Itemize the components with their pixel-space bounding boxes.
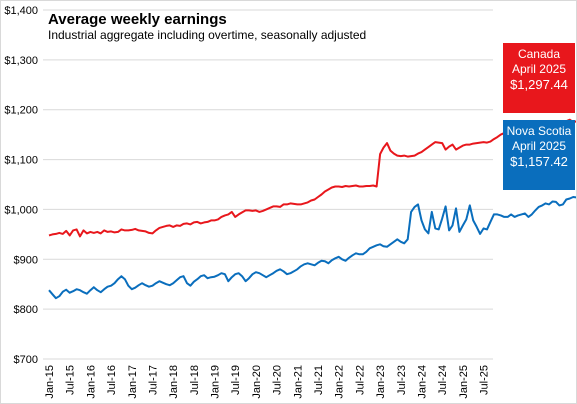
- x-tick-label: Jul-21: [313, 365, 325, 395]
- y-tick-label: $1,300: [4, 55, 38, 67]
- series-line-nova-scotia: [48, 196, 576, 300]
- nova-scotia-callout-name: Nova Scotia: [506, 124, 572, 138]
- x-tick-label: Jul-20: [272, 365, 284, 395]
- chart-title: Average weekly earnings: [48, 11, 227, 28]
- x-tick-label: Jul-19: [230, 365, 242, 395]
- canada-callout-value: $1,297.44: [510, 77, 568, 92]
- x-tick-label: Jul-24: [437, 365, 449, 395]
- canada-callout-date: April 2025: [511, 62, 567, 76]
- y-tick-label: $800: [14, 304, 38, 316]
- series-line-canada: [48, 118, 576, 238]
- x-tick-label: Jul-16: [106, 365, 118, 395]
- nova-scotia-callout: Nova Scotia April 2025 $1,157.42: [503, 120, 575, 190]
- x-tick-label: Jul-17: [147, 365, 159, 395]
- x-tick-label: Jan-19: [210, 365, 222, 399]
- nova-scotia-callout-date: April 2025: [511, 139, 567, 153]
- y-tick-label: $700: [14, 354, 38, 366]
- y-tick-label: $1,000: [4, 204, 38, 216]
- x-tick-label: Jan-22: [334, 365, 346, 399]
- x-tick-label: Jan-25: [458, 365, 470, 399]
- y-tick-label: $1,200: [4, 105, 38, 117]
- x-tick-label: Jan-23: [375, 365, 387, 399]
- x-tick-label: Jul-25: [479, 365, 491, 395]
- x-tick-label: Jan-17: [127, 365, 139, 399]
- x-tick-label: Jul-15: [65, 365, 77, 395]
- canada-callout-name: Canada: [517, 47, 561, 61]
- nova-scotia-callout-value: $1,157.42: [510, 154, 568, 169]
- y-tick-label: $1,400: [4, 5, 38, 17]
- x-tick-label: Jan-24: [416, 365, 428, 399]
- x-tick-label: Jan-15: [44, 365, 56, 399]
- x-axis-ticks: Jan-15 Jul-15 Jan-16 Jul-16 Jan-17 Jul-17 Jan-…: [44, 365, 491, 399]
- x-tick-label: Jan-21: [292, 365, 304, 399]
- x-tick-label: Jul-23: [396, 365, 408, 395]
- canada-callout: Canada April 2025 $1,297.44: [503, 43, 575, 113]
- y-tick-label: $1,100: [4, 155, 38, 167]
- x-tick-label: Jan-16: [85, 365, 97, 399]
- x-tick-label: Jul-22: [354, 365, 366, 395]
- y-tick-label: $900: [14, 254, 38, 266]
- x-tick-label: Jan-20: [251, 365, 263, 399]
- series-lines: [48, 118, 576, 300]
- x-tick-label: Jan-18: [168, 365, 180, 399]
- y-axis-ticks: $700 $800 $900 $1,000 $1,100 $1,200 $1,300 $1,4…: [4, 5, 38, 366]
- x-tick-label: Jul-18: [189, 365, 201, 395]
- gridlines: [43, 9, 493, 360]
- chart-subtitle: Industrial aggregate including overtime,…: [48, 28, 366, 42]
